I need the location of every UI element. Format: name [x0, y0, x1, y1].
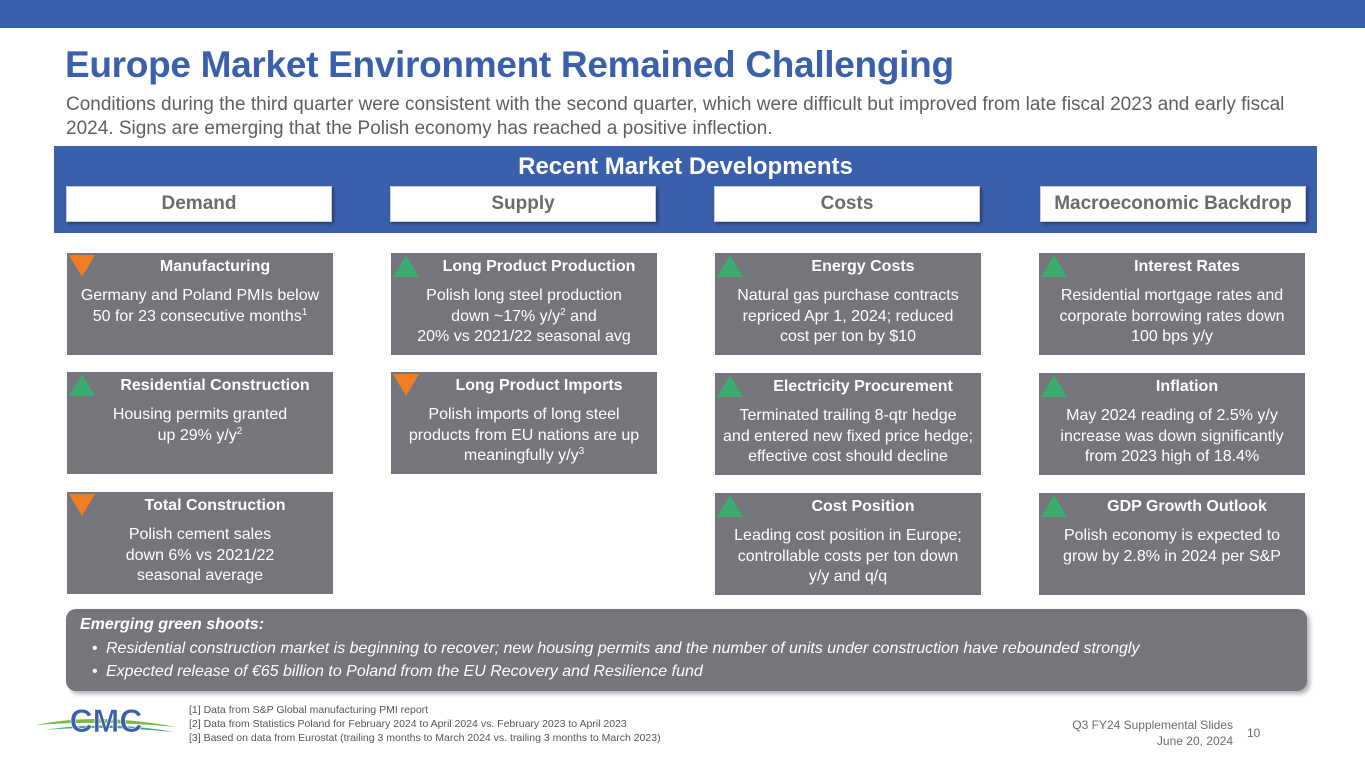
up-triangle-icon	[393, 255, 419, 277]
footnote-ref: 1	[301, 306, 308, 318]
card-title: Long Product Production	[442, 258, 636, 275]
card-title: Inflation	[1155, 378, 1219, 395]
card-body: Polish cement sales down 6% vs 2021/22 s…	[125, 526, 275, 584]
card-body: Housing permits granted up 29% y/y2	[112, 406, 288, 444]
card-body: May 2024 reading of 2.5% y/y increase wa…	[1060, 407, 1284, 465]
card-manufacturing: Manufacturing Germany and Poland PMIs be…	[67, 253, 333, 355]
svg-text:CMC: CMC	[70, 703, 143, 739]
card-title: Electricity Procurement	[773, 378, 953, 395]
card-title: Manufacturing	[159, 258, 271, 275]
deck-info: Q3 FY24 Supplemental Slides June 20, 202…	[1072, 717, 1233, 749]
footnote: [1] Data from S&P Global manufacturing P…	[189, 704, 429, 716]
page-subtitle: Conditions during the third quarter were…	[66, 94, 1285, 139]
card-interest-rates: Interest Rates Residential mortgage rate…	[1039, 253, 1305, 355]
green-shoots-callout: Emerging green shoots: • Residential cons…	[66, 609, 1307, 691]
card-body: Germany and Poland PMIs below 50 for 23 …	[80, 287, 320, 325]
footnote: [2] Data from Statistics Poland for Febr…	[189, 718, 627, 730]
bullet-icon: •	[92, 663, 98, 680]
up-triangle-icon	[69, 374, 95, 396]
list-item: • Residential construction market is begi…	[92, 640, 1140, 657]
up-triangle-icon	[1041, 255, 1067, 277]
market-developments-panel: Recent Market Developments Demand Supply…	[54, 146, 1317, 233]
deck-date: June 20, 2024	[1156, 734, 1233, 748]
footnote-ref: 2	[560, 306, 566, 318]
card-residential-construction: Residential Construction Housing permits…	[67, 372, 333, 474]
card-body: Polish long steel production down ~17% y…	[417, 287, 631, 345]
card-inflation: Inflation May 2024 reading of 2.5% y/y i…	[1039, 373, 1305, 475]
list-item: • Expected release of €65 billion to Pola…	[92, 663, 703, 680]
card-gdp-growth-outlook: GDP Growth Outlook Polish economy is exp…	[1039, 493, 1305, 595]
up-triangle-icon	[1041, 495, 1067, 517]
cmc-logo: CMC	[36, 703, 176, 739]
page-number: 10	[1247, 726, 1261, 740]
card-electricity-procurement: Electricity Procurement Terminated trail…	[715, 373, 981, 475]
card-title: Interest Rates	[1134, 258, 1240, 275]
up-triangle-icon	[1041, 375, 1067, 397]
card-body: Leading cost position in Europe; control…	[734, 527, 962, 585]
card-cost-position: Cost Position Leading cost position in E…	[715, 493, 981, 595]
card-long-product-imports: Long Product Imports Polish imports of l…	[391, 372, 657, 474]
up-triangle-icon	[717, 495, 743, 517]
card-title: Energy Costs	[811, 258, 915, 275]
card-title: Long Product Imports	[455, 377, 623, 394]
card-long-product-production: Long Product Production Polish long stee…	[391, 253, 657, 355]
card-title: Total Construction	[144, 497, 286, 514]
card-title: Residential Construction	[120, 377, 310, 394]
up-triangle-icon	[717, 375, 743, 397]
column-header-macro: Macroeconomic Backdrop	[1040, 186, 1306, 222]
column-header-supply: Supply	[390, 186, 656, 222]
card-body: Polish economy is expected to grow by 2.…	[1063, 527, 1281, 565]
down-triangle-icon	[69, 494, 95, 516]
footnote: [3] Based on data from Eurostat (trailin…	[189, 732, 661, 744]
panel-heading: Recent Market Developments	[518, 153, 853, 180]
column-header-costs: Costs	[714, 186, 980, 222]
card-title: Cost Position	[811, 498, 915, 515]
bullet-icon: •	[92, 640, 98, 657]
green-shoots-title: Emerging green shoots:	[80, 616, 265, 633]
card-body: Polish imports of long steel products fr…	[408, 406, 640, 464]
up-triangle-icon	[717, 255, 743, 277]
down-triangle-icon	[393, 374, 419, 396]
card-body: Natural gas purchase contracts repriced …	[737, 287, 959, 345]
column-header-demand: Demand	[66, 186, 332, 222]
down-triangle-icon	[69, 255, 95, 277]
card-body: Residential mortgage rates and corporate…	[1059, 287, 1285, 345]
card-body: Terminated trailing 8-qtr hedge and ente…	[723, 407, 973, 465]
footnotes: [1] Data from S&P Global manufacturing P…	[189, 703, 661, 745]
card-title: GDP Growth Outlook	[1107, 498, 1267, 515]
footnote-ref: 2	[236, 425, 243, 437]
footnote-ref: 3	[578, 446, 585, 457]
page-title: Europe Market Environment Remained Chall…	[65, 44, 954, 85]
deck-name: Q3 FY24 Supplemental Slides	[1072, 718, 1233, 732]
card-energy-costs: Energy Costs Natural gas purchase contra…	[715, 253, 981, 355]
top-banner	[0, 0, 1365, 28]
card-total-construction: Total Construction Polish cement sales d…	[67, 492, 333, 594]
